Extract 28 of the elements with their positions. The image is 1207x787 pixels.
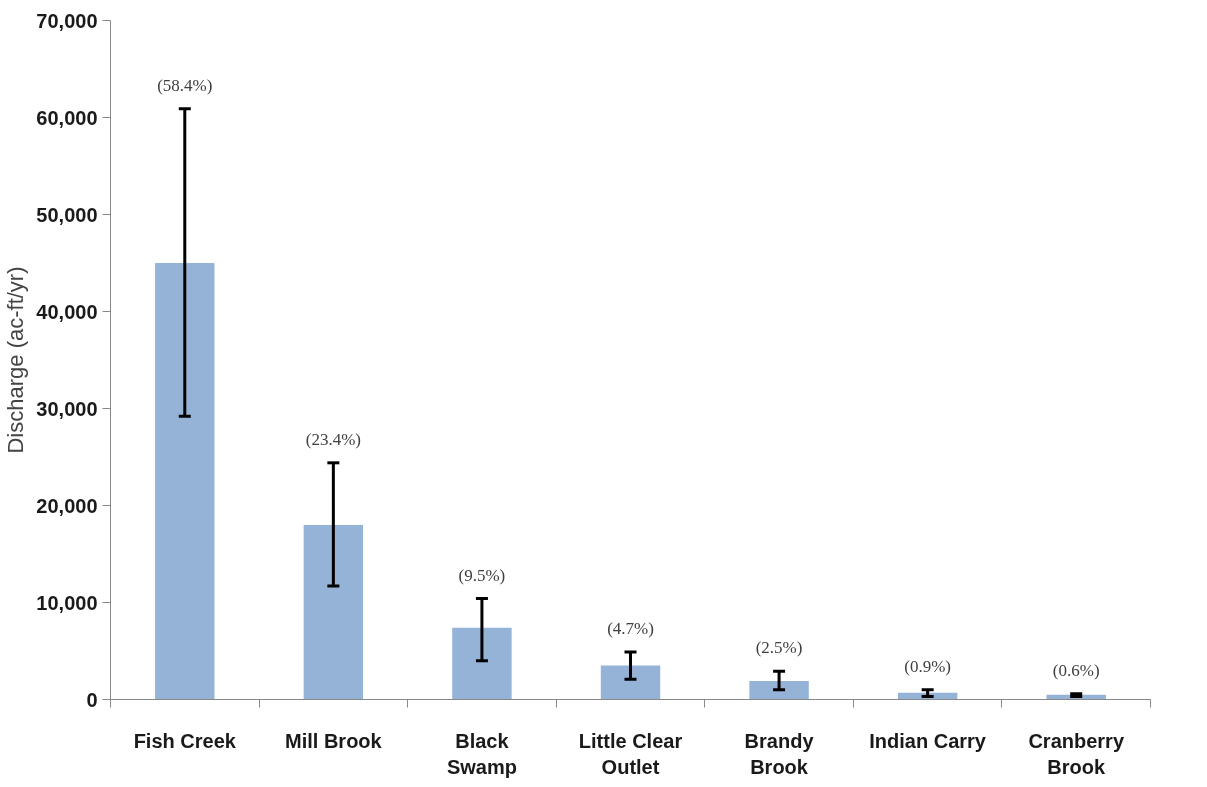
annotation: (58.4%) — [157, 75, 213, 95]
annotation: (4.7%) — [607, 618, 654, 638]
bar — [600, 665, 661, 700]
x-tick-label: Brandy Brook — [744, 729, 815, 778]
bar — [155, 263, 215, 700]
x-tick-label: Indian Carry — [869, 729, 987, 752]
x-tick-label: Cranberry Brook — [1028, 729, 1125, 778]
y-tick-label: 60,000 — [36, 106, 98, 129]
annotation: (9.5%) — [458, 565, 506, 585]
bar — [452, 627, 512, 700]
x-tick-label: Fish Creek — [133, 729, 237, 752]
y-tick-label: 40,000 — [36, 300, 98, 323]
y-tick-label: 30,000 — [36, 397, 98, 420]
x-tick-label: Black Swamp — [446, 729, 517, 778]
bar — [303, 524, 364, 700]
annotation: (0.9%) — [904, 656, 952, 676]
y-tick-label: 0 — [86, 688, 98, 711]
bar — [749, 681, 809, 700]
x-tick-label: Little Clear Outlet — [578, 729, 683, 778]
y-tick-label: 20,000 — [36, 494, 98, 517]
x-tick-label: Mill Brook — [285, 729, 383, 752]
y-tick-label: 50,000 — [36, 203, 98, 226]
y-tick-label: 70,000 — [36, 9, 98, 32]
annotation: (2.5%) — [755, 638, 803, 658]
y-axis-title: Discharge (ac-ft/yr) — [3, 266, 29, 454]
annotation: (23.4%) — [305, 429, 361, 449]
y-tick-label: 10,000 — [36, 591, 98, 614]
annotation: (0.6%) — [1052, 660, 1100, 680]
